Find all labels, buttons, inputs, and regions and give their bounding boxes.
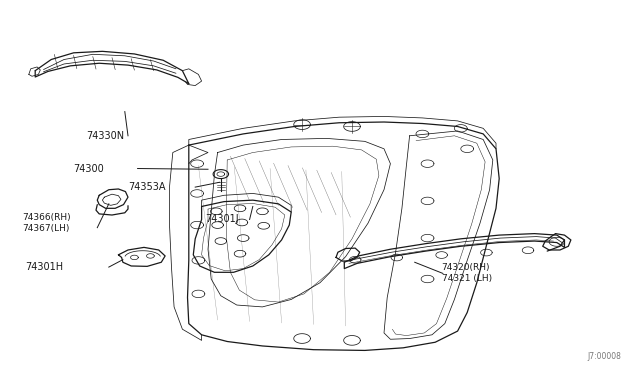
Text: 74330N: 74330N bbox=[86, 131, 125, 141]
Text: 74301H: 74301H bbox=[26, 262, 64, 272]
Text: 74353A: 74353A bbox=[128, 182, 166, 192]
Text: 74320(RH)
74321 (LH): 74320(RH) 74321 (LH) bbox=[442, 263, 492, 283]
Text: J7:00008: J7:00008 bbox=[587, 352, 621, 361]
Text: 74300: 74300 bbox=[74, 164, 104, 173]
Text: 74301J: 74301J bbox=[205, 215, 239, 224]
Text: 74366(RH)
74367(LH): 74366(RH) 74367(LH) bbox=[22, 213, 71, 233]
